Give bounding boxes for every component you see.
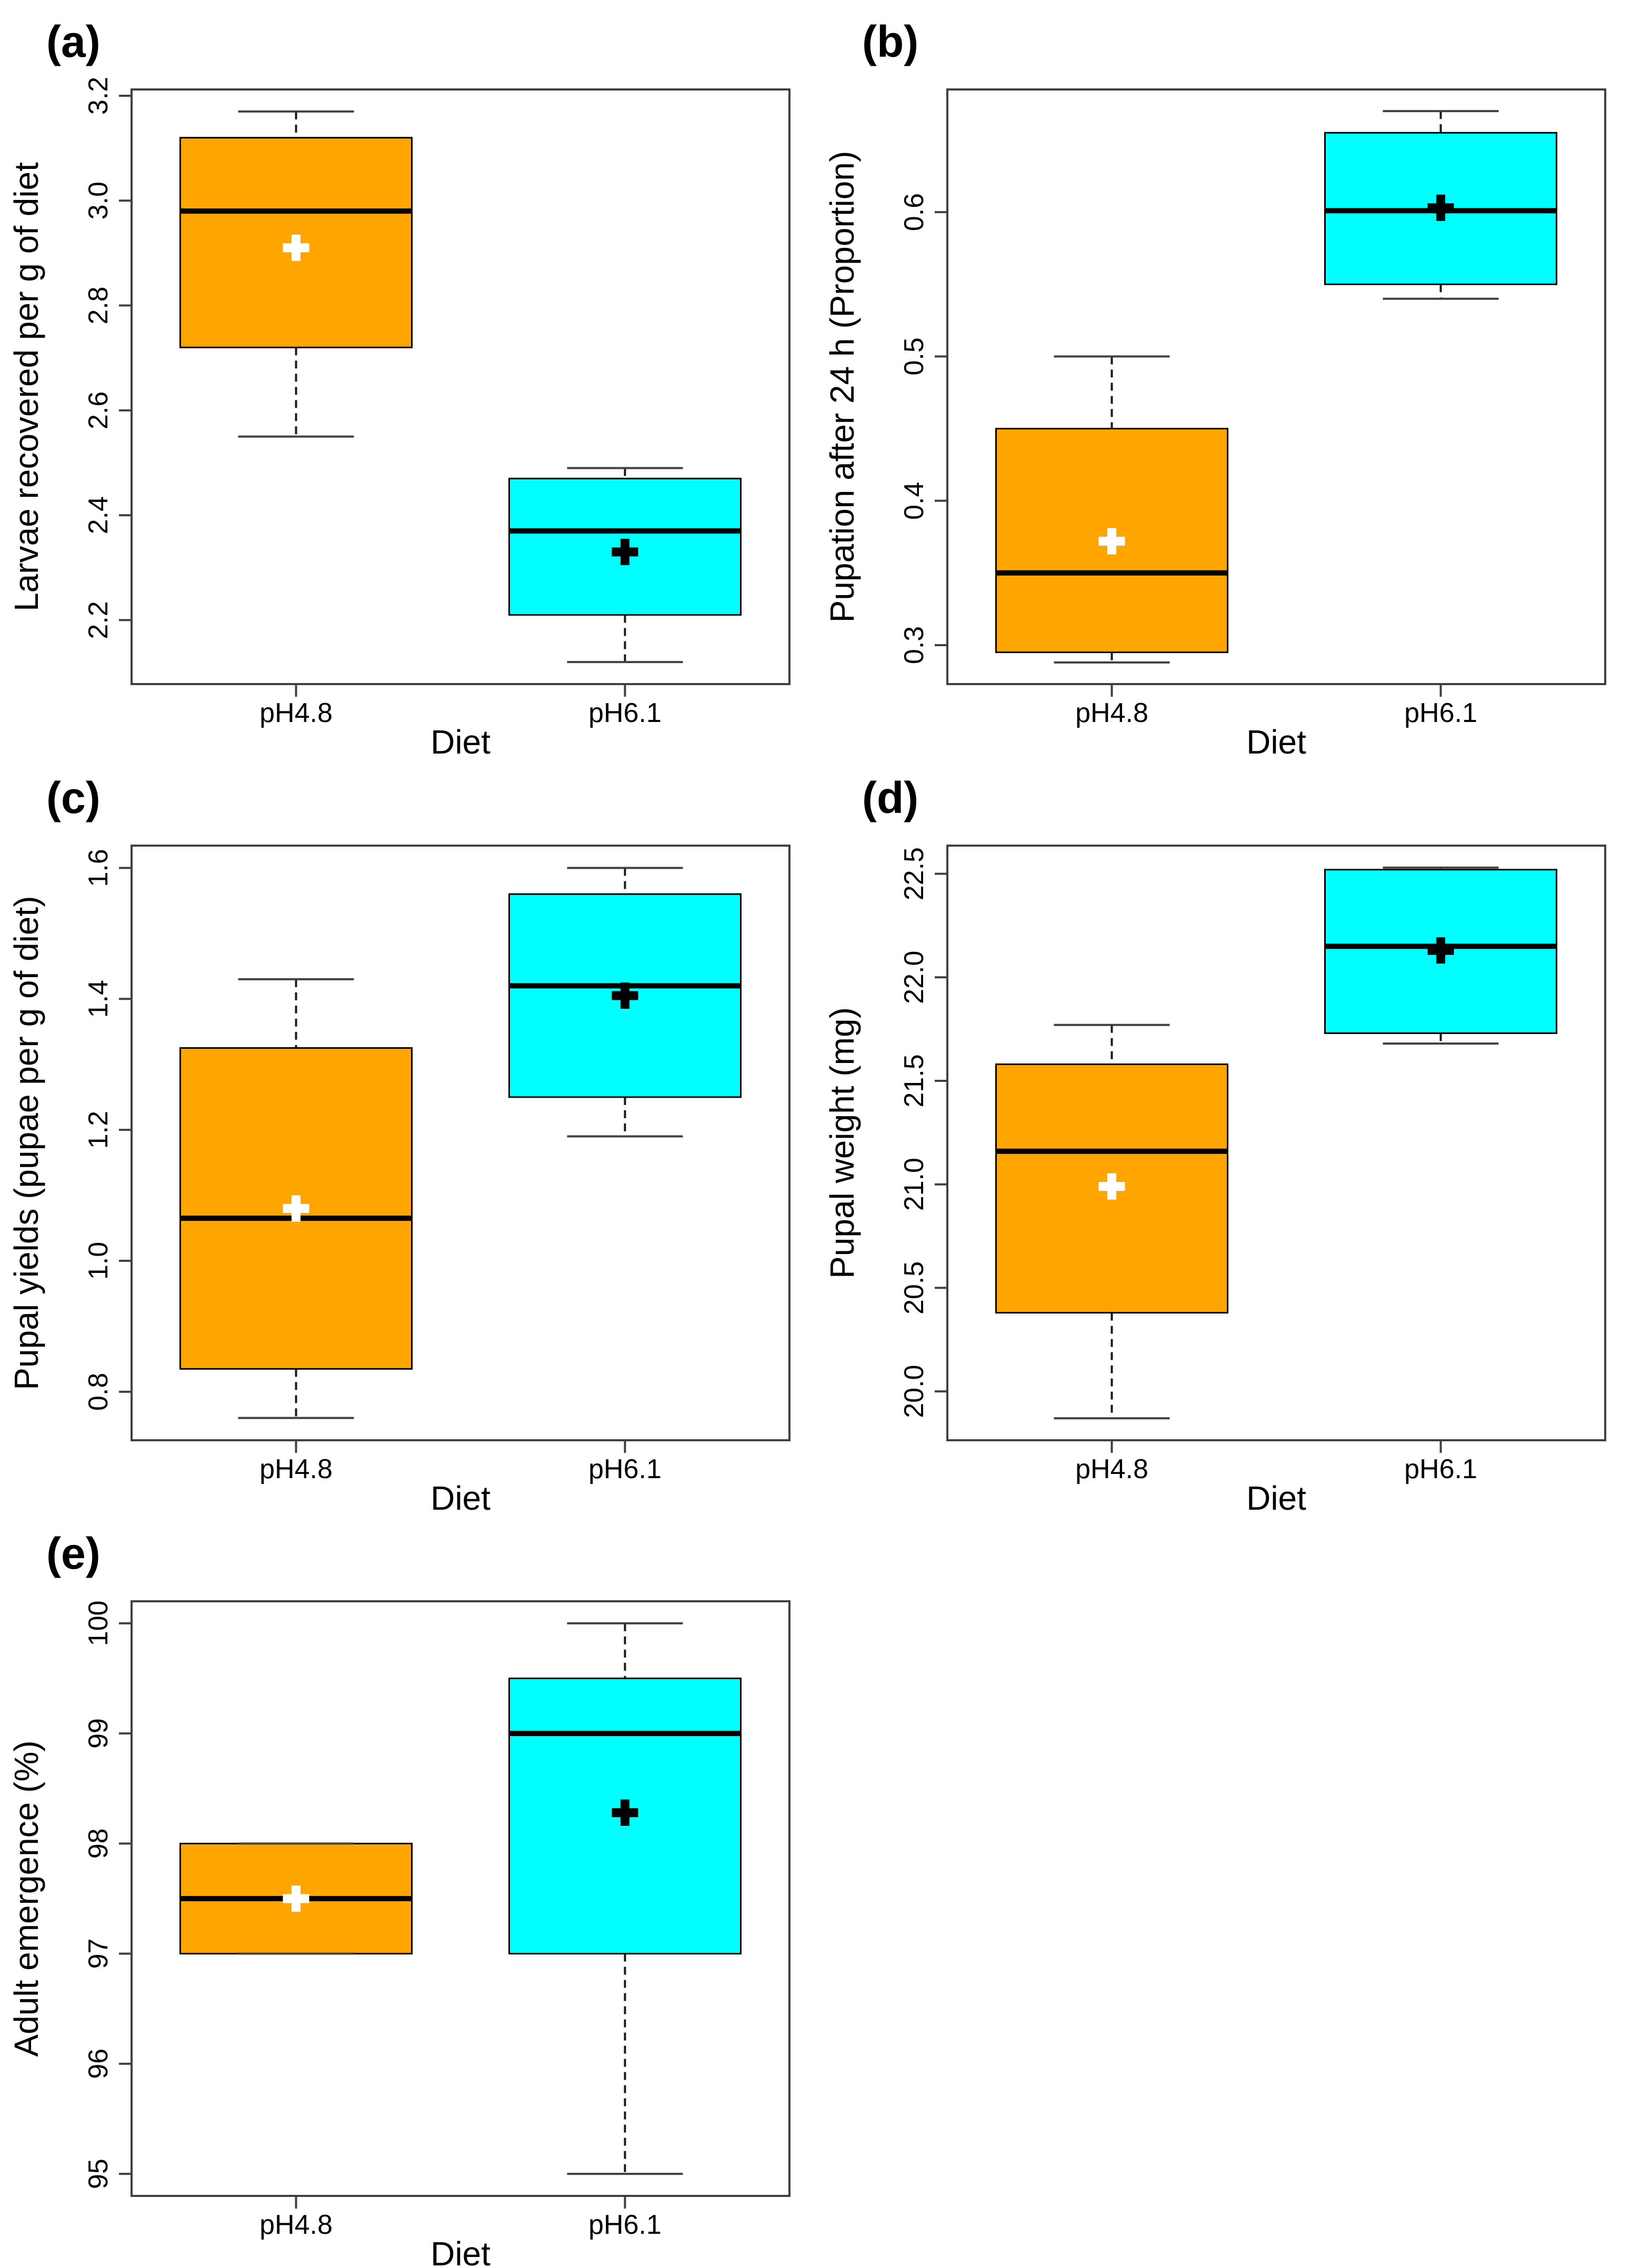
- panel-label-b: (b): [862, 17, 918, 66]
- y-tick-label: 0.8: [83, 1373, 114, 1411]
- y-tick-label: 22.5: [899, 847, 929, 900]
- x-axis-title-c: Diet: [431, 1479, 491, 1517]
- y-tick-label: 21.5: [899, 1054, 929, 1107]
- y-tick-label: 2.4: [83, 496, 114, 534]
- plot-area-c: 0.8 1.0 1.2 1.4 1.6: [83, 845, 791, 1453]
- plot-area-a: 2.2 2.4 2.6 2.8 3.0 3.2: [83, 77, 791, 697]
- y-axis-title-e: Adult emergence (%): [7, 1740, 45, 2056]
- category-label-b-ph48: pH4.8: [1075, 698, 1148, 728]
- y-tick-label: 2.8: [83, 286, 114, 324]
- category-label-d-ph48: pH4.8: [1075, 1454, 1148, 1484]
- y-axis-title-b: Pupation after 24 h (Proportion): [823, 151, 861, 623]
- mean-marker-ph61: [1427, 194, 1454, 221]
- panel-e: (e) 95 96 97 98 99 100 Adult emergence (%) pH…: [0, 1512, 816, 2268]
- plot-area-b: 0.3 0.4 0.5 0.6: [899, 88, 1606, 697]
- boxplot-chart-a: (a) 2.2 2.4 2.6 2.8 3.0 3.2 Larvae recovered …: [7, 17, 791, 761]
- panel-label-c: (c): [46, 773, 101, 822]
- mean-marker-ph61: [1427, 937, 1454, 964]
- y-tick-label: 22.0: [899, 951, 929, 1004]
- mean-marker-ph48: [283, 1195, 309, 1222]
- y-tick-label: 20.5: [899, 1261, 929, 1314]
- panel-c: (c) 0.8 1.0 1.2 1.4 1.6 Pupal yields (pupae …: [0, 756, 816, 1517]
- y-tick-label: 0.6: [899, 193, 929, 231]
- mean-marker-ph48: [1098, 528, 1125, 555]
- mean-marker-ph61: [612, 1799, 638, 1826]
- mean-marker-ph61: [612, 982, 638, 1009]
- y-tick-label: 100: [83, 1600, 114, 1646]
- boxplot-chart-e: (e) 95 96 97 98 99 100 Adult emergence (%) pH…: [7, 1529, 791, 2268]
- panel-label-d: (d): [862, 773, 918, 822]
- plot-area-d: 20.0 20.5 21.0 21.5 22.0 22.5: [899, 845, 1606, 1453]
- y-tick-label: 1.0: [83, 1242, 114, 1280]
- plot-frame: [131, 845, 791, 1441]
- mean-marker-ph48: [283, 1885, 309, 1912]
- mean-marker-ph61: [612, 538, 638, 565]
- plot-frame: [946, 845, 1606, 1441]
- y-tick-label: 95: [83, 2159, 114, 2189]
- plot-frame: [946, 88, 1606, 685]
- mean-marker-ph48: [283, 234, 309, 261]
- y-tick-label: 99: [83, 1718, 114, 1749]
- panel-a: (a) 2.2 2.4 2.6 2.8 3.0 3.2 Larvae recovered …: [0, 0, 816, 761]
- category-label-d-ph61: pH6.1: [1404, 1454, 1477, 1484]
- x-axis-title-b: Diet: [1246, 723, 1306, 761]
- category-label-c-ph48: pH4.8: [259, 1454, 333, 1484]
- y-tick-label: 97: [83, 1939, 114, 1969]
- y-tick-label: 1.6: [83, 849, 114, 887]
- mean-marker-ph48: [1098, 1173, 1125, 1200]
- category-label-c-ph61: pH6.1: [588, 1454, 662, 1484]
- category-label-b-ph61: pH6.1: [1404, 698, 1477, 728]
- y-tick-label: 0.3: [899, 626, 929, 664]
- plot-frame: [131, 1600, 791, 2197]
- y-tick-label: 96: [83, 2049, 114, 2079]
- panel-label-e: (e): [46, 1529, 101, 1578]
- x-axis-title-e: Diet: [431, 2235, 491, 2268]
- y-axis-title-d: Pupal weight (mg): [823, 1007, 861, 1279]
- y-tick-label: 1.2: [83, 1111, 114, 1149]
- y-tick-label: 0.5: [899, 337, 929, 375]
- y-tick-label: 0.4: [899, 482, 929, 520]
- boxplot-chart-b: (b) 0.3 0.4 0.5 0.6 Pupation after 24 h (Pr…: [823, 17, 1606, 761]
- x-axis-title-a: Diet: [431, 723, 491, 761]
- y-tick-label: 3.2: [83, 77, 114, 115]
- boxplot-chart-c: (c) 0.8 1.0 1.2 1.4 1.6 Pupal yields (pupae …: [7, 773, 791, 1517]
- panel-label-a: (a): [46, 17, 101, 66]
- y-tick-label: 20.0: [899, 1365, 929, 1418]
- category-label-a-ph61: pH6.1: [588, 698, 662, 728]
- boxplot-chart-d: (d) 20.0 20.5 21.0 21.5 22.0 22.5 Pupal weigh…: [823, 773, 1606, 1517]
- y-tick-label: 2.2: [83, 601, 114, 639]
- panel-d: (d) 20.0 20.5 21.0 21.5 22.0 22.5 Pupal weigh…: [816, 756, 1631, 1517]
- category-label-e-ph48: pH4.8: [259, 2210, 333, 2240]
- y-axis-title-a: Larvae recovered per g of diet: [7, 162, 45, 611]
- y-tick-label: 21.0: [899, 1158, 929, 1211]
- category-label-e-ph61: pH6.1: [588, 2210, 662, 2240]
- y-tick-label: 3.0: [83, 182, 114, 219]
- x-axis-title-d: Diet: [1246, 1479, 1306, 1517]
- y-axis-title-c: Pupal yields (pupae per g of diet): [7, 896, 45, 1390]
- y-tick-label: 98: [83, 1828, 114, 1859]
- y-tick-label: 2.6: [83, 392, 114, 429]
- plot-frame: [131, 88, 791, 685]
- panel-b: (b) 0.3 0.4 0.5 0.6 Pupation after 24 h (Pr…: [816, 0, 1631, 761]
- y-tick-label: 1.4: [83, 980, 114, 1018]
- category-label-a-ph48: pH4.8: [259, 698, 333, 728]
- plot-area-e: 95 96 97 98 99 100: [83, 1600, 791, 2209]
